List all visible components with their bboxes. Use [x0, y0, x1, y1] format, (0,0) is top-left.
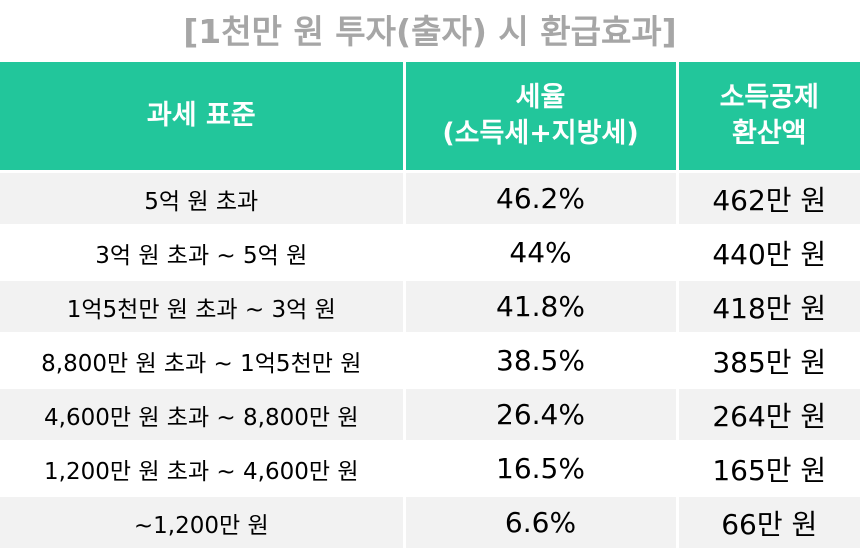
- table-row: 1억5천만 원 초과 ~ 3억 원 41.8% 418만 원: [0, 278, 860, 334]
- deduction-amount-cell: 418만 원: [677, 278, 860, 334]
- tax-base-cell: 1억5천만 원 초과 ~ 3억 원: [0, 278, 406, 334]
- page-title: [1천만 원 투자(출자) 시 환급효과]: [183, 12, 677, 51]
- header-deduction-line1: 소득공제: [719, 81, 819, 113]
- deduction-amount-cell: 165만 원: [677, 440, 860, 496]
- table-row: 8,800만 원 초과 ~ 1억5천만 원 38.5% 385만 원: [0, 332, 860, 388]
- deduction-amount-cell: 440만 원: [677, 224, 860, 280]
- header-deduction-line2: 환산액: [731, 118, 807, 149]
- tax-base-cell: 5억 원 초과: [0, 170, 406, 226]
- header-tax-rate-line1: 세율: [515, 81, 566, 113]
- header-tax-base-label: 과세 표준: [146, 99, 256, 131]
- table-row: 4,600만 원 초과 ~ 8,800만 원 26.4% 264만 원: [0, 386, 860, 442]
- header-tax-rate: 세율 (소득세+지방세): [404, 62, 679, 172]
- tax-base-cell: 1,200만 원 초과 ~ 4,600만 원: [0, 440, 406, 496]
- tax-rate-cell: 41.8%: [404, 278, 679, 334]
- tax-rate-cell: 16.5%: [404, 440, 679, 496]
- tax-rate-cell: 46.2%: [404, 170, 679, 226]
- tax-base-cell: 3억 원 초과 ~ 5억 원: [0, 224, 406, 280]
- tax-rate-cell: 38.5%: [404, 332, 679, 388]
- header-tax-base: 과세 표준: [0, 62, 406, 172]
- header-tax-rate-line2: (소득세+지방세): [442, 118, 639, 149]
- deduction-amount-cell: 385만 원: [677, 332, 860, 388]
- table-row: 5억 원 초과 46.2% 462만 원: [0, 170, 860, 226]
- deduction-amount-cell: 264만 원: [677, 386, 860, 442]
- table-row: 1,200만 원 초과 ~ 4,600만 원 16.5% 165만 원: [0, 440, 860, 496]
- deduction-amount-cell: 462만 원: [677, 170, 860, 226]
- table-row: 3억 원 초과 ~ 5억 원 44% 440만 원: [0, 224, 860, 280]
- tax-base-cell: 4,600만 원 초과 ~ 8,800만 원: [0, 386, 406, 442]
- deduction-amount-cell: 66만 원: [677, 494, 860, 548]
- tax-rate-cell: 26.4%: [404, 386, 679, 442]
- header-deduction: 소득공제 환산액: [677, 62, 860, 172]
- table-row: ~1,200만 원 6.6% 66만 원: [0, 494, 860, 548]
- tax-base-cell: ~1,200만 원: [0, 494, 406, 548]
- tax-rate-cell: 44%: [404, 224, 679, 280]
- tax-refund-table: 과세 표준 세율 (소득세+지방세) 소득공제 환산액 5억 원 초과 46.2…: [0, 62, 860, 548]
- table-header-row: 과세 표준 세율 (소득세+지방세) 소득공제 환산액: [0, 62, 860, 172]
- tax-base-cell: 8,800만 원 초과 ~ 1억5천만 원: [0, 332, 406, 388]
- tax-rate-cell: 6.6%: [404, 494, 679, 548]
